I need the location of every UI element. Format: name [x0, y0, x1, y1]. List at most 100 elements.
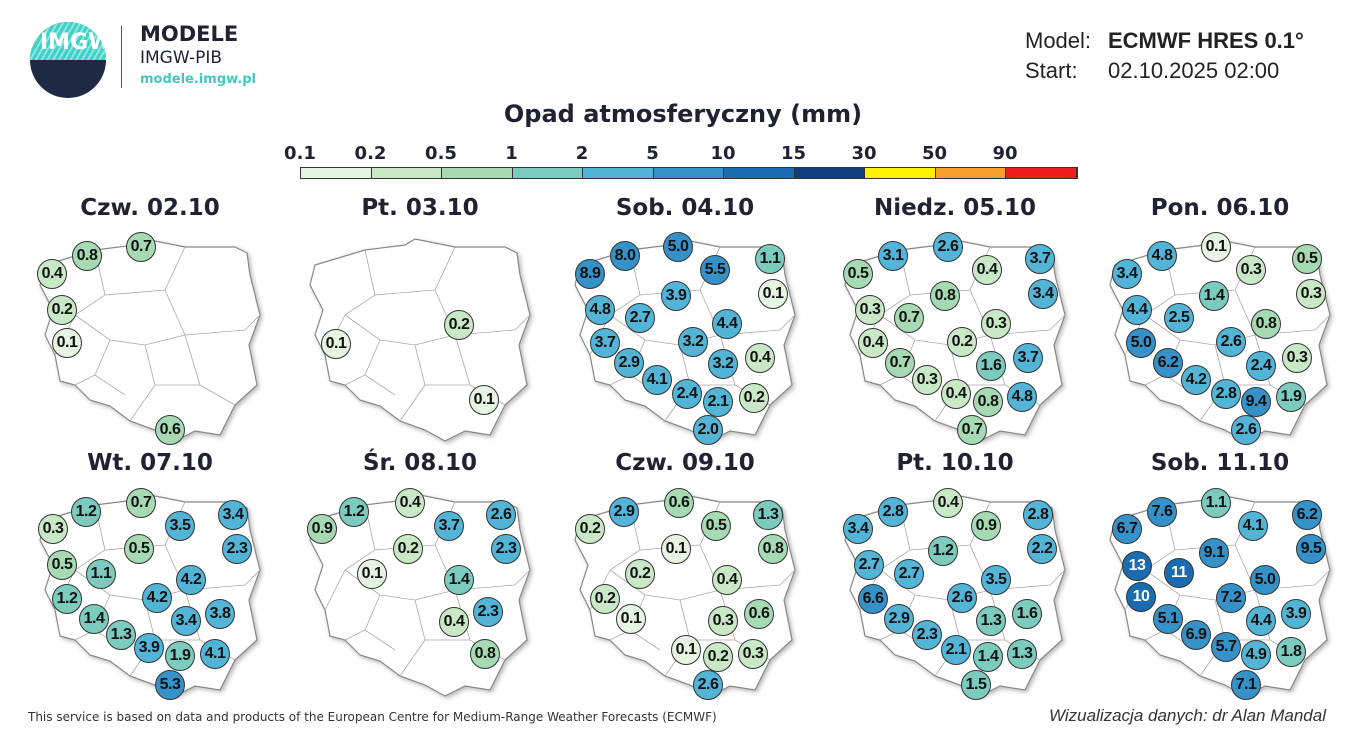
precip-marker: 3.4: [1028, 279, 1058, 309]
start-label: Start:: [1025, 58, 1078, 83]
precip-marker: 9.1: [1199, 538, 1229, 568]
footer-author: Wizualizacja danych: dr Alan Mandal: [1048, 706, 1326, 725]
precip-marker: 4.9: [1241, 640, 1271, 670]
precip-marker: 3.9: [1281, 599, 1311, 629]
precip-marker: 2.6: [693, 670, 723, 700]
precip-marker: 0.5: [1292, 244, 1322, 274]
legend-swatch: [1006, 168, 1078, 178]
legend-swatch: [371, 168, 443, 178]
precip-marker: 4.2: [176, 565, 206, 595]
precip-marker: 0.2: [703, 642, 733, 672]
precip-marker: 0.1: [469, 385, 499, 415]
panel-title: Pt. 03.10: [361, 195, 479, 221]
precip-marker: 0.3: [38, 514, 68, 544]
brand-title: MODELE: [140, 22, 239, 46]
precip-marker: 0.1: [1201, 232, 1231, 262]
precip-marker: 3.1: [878, 241, 908, 271]
precip-marker: 0.3: [1296, 279, 1326, 309]
legend-tick: 1: [505, 143, 518, 164]
precip-marker: 5.0: [1126, 328, 1156, 358]
precip-marker: 0.6: [155, 415, 185, 445]
precip-marker: 1.2: [928, 536, 958, 566]
legend-tick: 10: [710, 143, 736, 164]
panel-title: Sob. 11.10: [1150, 450, 1290, 476]
precip-marker: 0.2: [47, 295, 77, 325]
precip-marker: 2.9: [614, 348, 644, 378]
precip-marker: 1.2: [339, 497, 369, 527]
precip-marker: 0.4: [395, 488, 425, 518]
legend-swatch: [583, 168, 654, 178]
precip-marker: 3.7: [590, 328, 620, 358]
precip-marker: 2.4: [672, 379, 702, 409]
panel-title: Czw. 02.10: [80, 195, 220, 221]
brand-url[interactable]: modele.imgw.pl: [140, 72, 256, 87]
brand-subtitle: IMGW-PIB: [140, 48, 223, 68]
precip-marker: 5.1: [1153, 604, 1183, 634]
precip-marker: 0.4: [712, 565, 742, 595]
panel-title: Niedz. 05.10: [873, 195, 1037, 221]
precip-marker: 2.8: [878, 497, 908, 527]
precip-marker: 0.8: [470, 639, 500, 669]
legend-swatch: [301, 168, 372, 178]
legend-swatch: [794, 168, 866, 178]
precip-marker: 5.7: [1211, 632, 1241, 662]
precip-marker: 2.7: [625, 303, 655, 333]
precip-marker: 1.9: [1276, 382, 1306, 412]
precip-marker: 2.5: [1164, 303, 1194, 333]
precip-marker: 0.5: [124, 534, 154, 564]
legend-colorbar: [300, 167, 1078, 179]
precip-marker: 0.1: [758, 279, 788, 309]
precip-marker: 8.9: [575, 259, 605, 289]
precip-marker: 3.5: [981, 565, 1011, 595]
precip-marker: 0.2: [575, 514, 605, 544]
precip-marker: 0.6: [664, 488, 694, 518]
precip-marker: 0.4: [972, 255, 1002, 285]
precip-marker: 0.8: [930, 281, 960, 311]
model-value: ECMWF HRES 0.1°: [1108, 28, 1304, 53]
precip-marker: 1.4: [79, 604, 109, 634]
panel-title: Śr. 08.10: [362, 450, 478, 476]
precip-marker: 0.2: [590, 584, 620, 614]
precip-marker: 0.4: [941, 379, 971, 409]
precip-marker: 0.2: [947, 327, 977, 357]
precip-marker: 1.6: [976, 351, 1006, 381]
precip-marker: 2.3: [222, 534, 252, 564]
legend-tick: 50: [921, 143, 948, 164]
precip-marker: 2.6: [486, 500, 516, 530]
precip-marker: 0.7: [894, 303, 924, 333]
precip-marker: 2.6: [1231, 415, 1261, 445]
precip-marker: 3.7: [434, 511, 464, 541]
precip-marker: 4.4: [1122, 295, 1152, 325]
precip-marker: 4.4: [712, 309, 742, 339]
poland-map: [39, 238, 261, 442]
precip-marker: 4.2: [1181, 365, 1211, 395]
precip-marker: 6.6: [858, 584, 888, 614]
precip-marker: 0.7: [126, 488, 156, 518]
panel-title: Czw. 09.10: [615, 450, 755, 476]
precip-marker: 1.2: [52, 584, 82, 614]
precip-marker: 13: [1122, 551, 1152, 581]
precip-marker: 0.2: [739, 383, 769, 413]
precip-marker: 7.2: [1216, 583, 1246, 613]
precip-marker: 0.3: [1282, 343, 1312, 373]
precip-marker: 6.2: [1153, 348, 1183, 378]
precip-marker: 2.1: [941, 635, 971, 665]
legend-tick: 5: [646, 143, 659, 164]
precip-marker: 5.5: [700, 255, 730, 285]
precip-marker: 0.8: [758, 534, 788, 564]
precip-marker: 2.0: [693, 415, 723, 445]
legend-title: Opad atmosferyczny (mm): [503, 100, 863, 128]
precip-marker: 0.2: [393, 534, 423, 564]
legend-tick: 0.1: [284, 143, 316, 164]
precip-marker: 3.4: [843, 514, 873, 544]
precip-marker: 1.9: [165, 641, 195, 671]
precip-marker: 1.4: [1199, 281, 1229, 311]
precip-marker: 0.8: [973, 387, 1003, 417]
logo-text: IMGW: [40, 30, 106, 55]
precip-marker: 3.4: [218, 500, 248, 530]
precip-marker: 0.8: [72, 241, 102, 271]
legend-swatch: [724, 168, 795, 178]
precip-marker: 3.8: [205, 599, 235, 629]
precip-marker: 2.8: [1211, 379, 1241, 409]
legend-tick: 0.2: [354, 143, 387, 164]
